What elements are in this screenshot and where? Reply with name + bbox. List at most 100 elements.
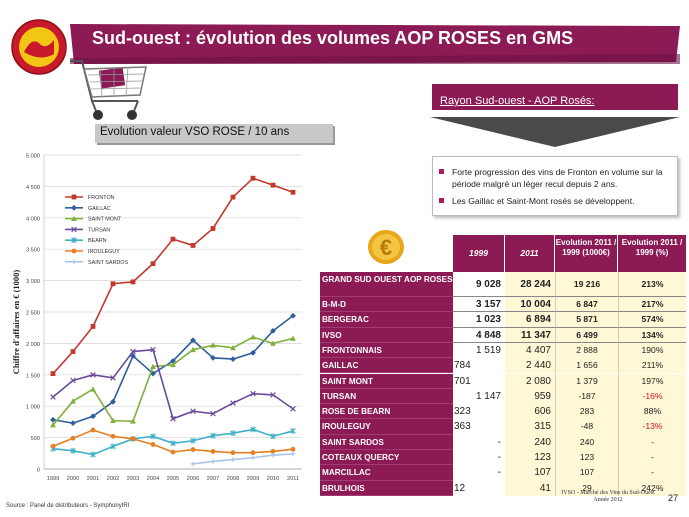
data-point-saint-mont xyxy=(190,346,196,353)
data-point-irouleguy xyxy=(70,435,76,441)
data-point-tursan xyxy=(270,392,276,398)
bullet-text-1: Forte progression des vins de Fronton en… xyxy=(452,167,663,189)
legend-label-fronton: FRONTON xyxy=(88,195,115,201)
x-tick-label: 2000 xyxy=(67,476,79,482)
value-1999: 363 xyxy=(454,421,471,433)
row-label: BERGERAC xyxy=(320,312,453,328)
value-1999: 3 157 xyxy=(453,297,505,313)
y-tick-label: 5 000 xyxy=(26,154,40,160)
data-point-saint-mont xyxy=(90,386,96,392)
evolution-value: -187 xyxy=(555,388,618,405)
x-tick-label: 2011 xyxy=(287,476,299,482)
data-point-fronton xyxy=(150,261,156,267)
source-note: Source : Panel de distributeurs - Sympho… xyxy=(6,503,130,509)
value-1999: 1 147 xyxy=(475,390,501,402)
data-point-fronton xyxy=(90,324,96,329)
value-2011: 6 894 xyxy=(505,312,555,328)
data-point-saint-mont xyxy=(170,361,176,368)
legend-marker-gaillac xyxy=(71,204,77,211)
title-banner xyxy=(70,24,680,64)
bullet-icon xyxy=(439,198,444,203)
value-1999: 9 028 xyxy=(453,272,505,297)
data-point-gaillac xyxy=(270,327,276,334)
legend-label-gaillac: GAILLAC xyxy=(88,206,111,212)
data-point-fronton xyxy=(230,194,236,200)
evolution-pct: - xyxy=(618,465,686,481)
aop-seal-logo-icon xyxy=(11,19,67,75)
evolution-pct: - xyxy=(618,450,686,466)
data-point-tursan xyxy=(250,390,256,397)
data-point-fronton xyxy=(250,175,256,181)
header-2011: 2011 xyxy=(505,235,555,272)
value-2011: 4 407 xyxy=(505,342,555,359)
data-point-saint-sardos xyxy=(190,461,196,467)
legend-marker-fronton xyxy=(71,194,77,200)
data-point-tursan xyxy=(70,377,76,384)
evolution-pct: 217% xyxy=(618,297,686,313)
data-point-tursan xyxy=(210,410,216,417)
evolution-value: 1 379 xyxy=(555,373,618,389)
row-label: IVSO xyxy=(320,327,453,343)
y-tick-label: 2 500 xyxy=(26,311,40,317)
y-tick-label: 2 000 xyxy=(26,342,40,348)
y-axis-label: Chiffre d'affaires en € (1000) xyxy=(11,270,21,375)
value-2011: 240 xyxy=(505,434,555,450)
value-1999: 1 519 xyxy=(475,344,501,356)
data-point-irouleguy xyxy=(250,450,256,456)
value-2011: 123 xyxy=(505,450,555,466)
data-point-saint-mont xyxy=(50,422,56,428)
evolution-pct: -16% xyxy=(618,388,686,405)
data-point-gaillac xyxy=(50,416,56,423)
value-2011: 959 xyxy=(505,388,555,405)
data-point-saint-mont xyxy=(250,334,256,340)
evolution-pct: 213% xyxy=(618,272,686,297)
data-point-bearn xyxy=(170,440,176,447)
row-label: TURSAN xyxy=(320,388,453,405)
data-point-saint-sardos xyxy=(230,457,236,462)
row-label: BRULHOIS xyxy=(320,480,453,496)
evolution-pct: 242% xyxy=(618,480,686,496)
legend-marker-saint-mont xyxy=(71,215,77,221)
legend-marker-tursan xyxy=(71,226,77,233)
data-point-bearn xyxy=(270,433,276,440)
value-2011: 41 xyxy=(505,480,555,496)
data-point-gaillac xyxy=(250,349,256,356)
data-point-tursan xyxy=(50,394,56,400)
data-point-irouleguy xyxy=(170,449,176,455)
header-evolution-value: Evolution 2011 / 1999 (1000€) xyxy=(555,235,618,272)
data-point-irouleguy xyxy=(150,442,156,447)
legend-label-saint-sardos: SAINT SARDOS xyxy=(88,260,128,266)
bullet-icon xyxy=(439,169,444,174)
evolution-value: 5 871 xyxy=(555,312,618,328)
data-point-bearn xyxy=(290,428,296,434)
data-point-irouleguy xyxy=(210,449,216,454)
data-point-irouleguy xyxy=(110,433,116,439)
evolution-pct: 574% xyxy=(618,312,686,328)
x-tick-label: 2007 xyxy=(207,476,219,482)
data-point-tursan xyxy=(290,405,296,412)
data-point-tursan xyxy=(150,346,156,353)
svg-text:€: € xyxy=(380,235,392,260)
data-point-tursan xyxy=(230,400,236,406)
row-label: MARCILLAC xyxy=(320,465,453,481)
bullet-text-2: Les Gaillac et Saint-Mont rosés se dével… xyxy=(452,196,635,206)
data-point-gaillac xyxy=(230,356,236,362)
data-point-bearn xyxy=(210,432,216,439)
x-tick-label: 2002 xyxy=(107,476,119,482)
evolution-pct: 88% xyxy=(618,404,686,420)
legend-marker-irouleguy xyxy=(71,248,77,254)
data-point-tursan xyxy=(110,375,116,381)
legend-marker-saint-sardos xyxy=(71,259,77,265)
data-point-bearn xyxy=(70,447,76,454)
data-table: 1999 2011 Evolution 2011 / 1999 (1000€) Evo… xyxy=(320,235,686,496)
y-tick-label: 1 500 xyxy=(26,373,40,379)
data-point-irouleguy xyxy=(230,450,236,456)
x-tick-label: 2008 xyxy=(227,476,239,482)
line-chart: 0 500 1 000 1 500 2 000 2 500 3 000 3 500 4 000 4… xyxy=(11,154,302,482)
data-point-gaillac xyxy=(210,354,216,361)
data-point-fronton xyxy=(110,281,116,287)
value-2011: 315 xyxy=(505,419,555,435)
legend-label-irouleguy: IROULEGUY xyxy=(88,249,120,255)
down-arrow-icon xyxy=(430,117,680,147)
evolution-value: 1 656 xyxy=(555,358,618,374)
